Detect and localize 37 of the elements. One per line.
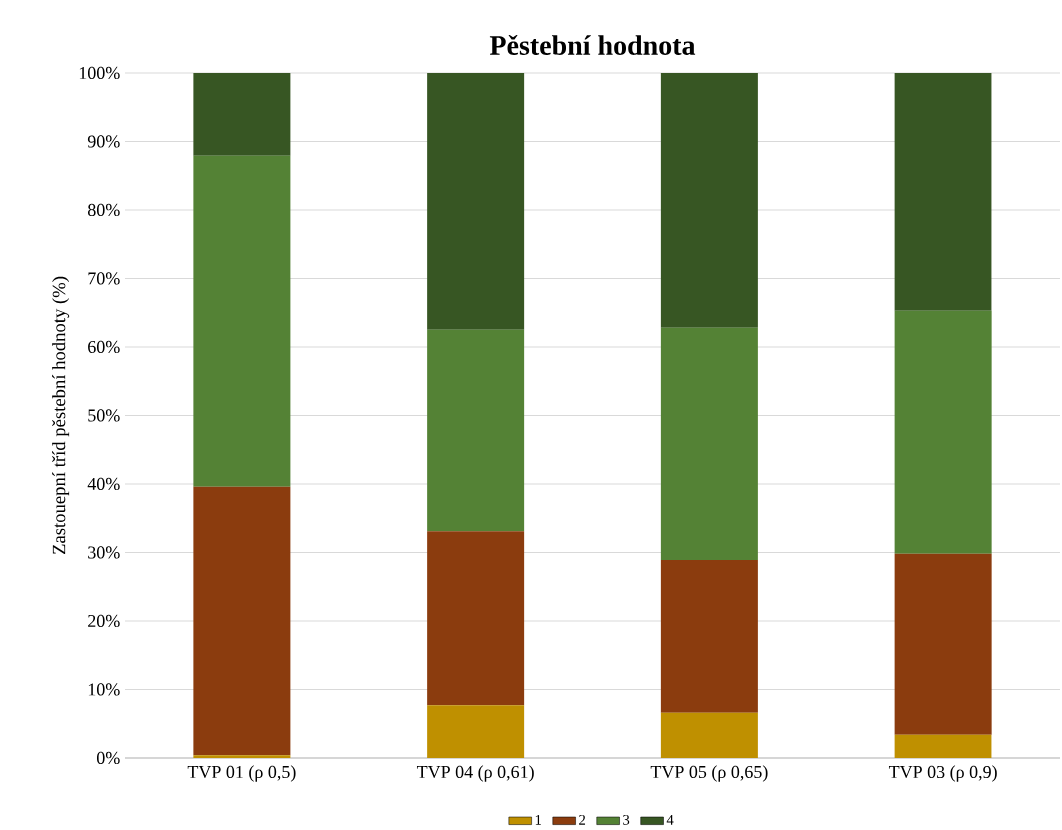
y-tick-label: 10% <box>88 683 120 696</box>
x-tick-label: TVP 03 (ρ 0,9) <box>888 765 997 782</box>
x-tick-label: TVP 04 (ρ 0,61) <box>416 765 534 782</box>
bar <box>427 705 525 758</box>
legend-label: 2 <box>579 814 586 825</box>
bar <box>193 755 291 758</box>
y-tick-label: 50% <box>88 409 120 422</box>
bar <box>193 72 291 156</box>
bar <box>894 553 992 735</box>
legend-label: 3 <box>623 814 630 825</box>
bar <box>660 712 758 758</box>
bar <box>193 155 291 487</box>
chart-title: Pěstební hodnota <box>489 34 696 55</box>
y-tick-label: 40% <box>87 477 120 491</box>
y-tick-label: 80% <box>87 203 120 217</box>
x-tick-label: TVP 01 (ρ 0,5) <box>187 765 296 782</box>
bar <box>427 531 525 706</box>
legend-label: 1 <box>535 814 541 825</box>
y-tick-label: 100% <box>79 66 120 80</box>
legend-label: 4 <box>666 815 674 825</box>
bar <box>894 72 992 311</box>
y-tick-label: 20% <box>88 614 120 628</box>
y-tick-label: 60% <box>88 340 120 354</box>
x-tick-label: TVP 05 (ρ 0,65) <box>650 765 768 782</box>
bar <box>894 310 992 554</box>
y-tick-label: 70% <box>88 272 120 285</box>
bar <box>427 329 525 532</box>
y-axis-title: Zastouepní tříd pěstební hodnoty (%) <box>52 276 70 555</box>
bar <box>660 560 758 713</box>
y-tick-label: 90% <box>87 135 120 148</box>
bar <box>894 734 992 758</box>
bar <box>660 72 758 328</box>
y-tick-label: 0% <box>97 751 120 765</box>
bar <box>660 327 758 561</box>
bar <box>427 72 525 330</box>
bar <box>193 486 291 756</box>
y-tick-label: 30% <box>88 546 120 559</box>
